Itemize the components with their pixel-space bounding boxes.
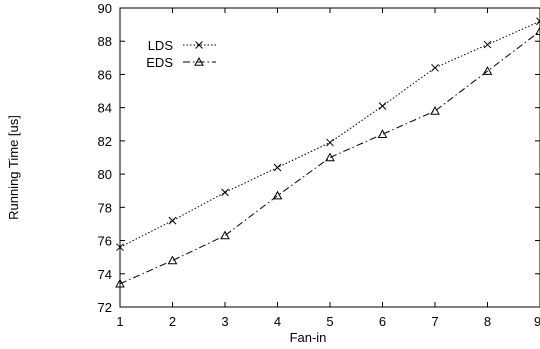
marker-stroke — [378, 102, 387, 110]
data-point — [536, 17, 540, 26]
x-tick-label: 1 — [116, 314, 123, 329]
legend-label: EDS — [146, 55, 173, 70]
data-point — [115, 278, 125, 288]
y-tick-label: 86 — [98, 67, 112, 82]
marker-stroke — [326, 138, 334, 147]
data-point — [377, 129, 388, 138]
data-point — [431, 63, 439, 72]
legend-label: LDS — [148, 38, 174, 53]
marker-stroke — [273, 163, 282, 172]
y-axis-title: Running Time [us] — [6, 115, 21, 220]
x-tick-label: 7 — [431, 314, 438, 329]
plot-frame — [119, 7, 540, 308]
data-point — [272, 190, 283, 200]
series-line — [119, 30, 540, 285]
y-tick-label: 74 — [98, 267, 112, 282]
y-tick-label: 80 — [98, 167, 112, 182]
marker-stroke — [431, 63, 439, 72]
y-tick-label: 84 — [98, 101, 112, 116]
legend-marker — [194, 56, 204, 66]
x-tick-label: 4 — [274, 314, 281, 329]
data-point — [220, 230, 230, 240]
data-point — [482, 66, 493, 75]
y-tick-label: 90 — [98, 1, 112, 16]
data-point — [116, 243, 124, 252]
y-tick-label: 88 — [98, 34, 112, 49]
y-tick-label: 76 — [98, 234, 112, 249]
series-line — [119, 20, 540, 248]
data-point — [273, 163, 282, 172]
data-point — [535, 26, 540, 35]
x-tick-label: 6 — [379, 314, 386, 329]
series-lds — [116, 17, 540, 252]
data-point — [221, 188, 229, 197]
marker-stroke — [195, 41, 203, 49]
data-point — [168, 216, 177, 225]
x-tick-label: 3 — [221, 314, 228, 329]
series-layer — [115, 17, 540, 288]
data-point — [326, 138, 334, 147]
data-point — [378, 102, 387, 110]
marker-stroke — [116, 243, 124, 252]
marker-stroke — [536, 20, 540, 26]
marker-stroke — [221, 188, 229, 197]
legend-marker — [195, 41, 203, 49]
series-eds — [115, 26, 540, 288]
plot-border — [119, 7, 540, 308]
legend: LDS EDS — [146, 38, 216, 70]
marker-stroke — [536, 17, 540, 22]
data-point — [167, 255, 178, 265]
x-axis-title: Fan-in — [290, 330, 327, 345]
x-tick-label: 5 — [326, 314, 333, 329]
marker-stroke — [483, 40, 492, 49]
data-point — [483, 40, 492, 49]
x-tick-label: 2 — [169, 314, 176, 329]
data-point — [325, 152, 335, 162]
marker-stroke — [168, 216, 177, 225]
x-tick-label: 9 — [534, 314, 540, 329]
y-tick-label: 72 — [98, 300, 112, 315]
y-axis: 72 74 76 78 80 82 84 86 88 90 — [98, 1, 540, 315]
y-tick-label: 78 — [98, 200, 112, 215]
data-point — [430, 105, 440, 115]
x-tick-label: 8 — [484, 314, 491, 329]
x-axis: 1 2 3 4 5 6 7 8 9 — [116, 8, 540, 329]
y-tick-label: 82 — [98, 134, 112, 149]
